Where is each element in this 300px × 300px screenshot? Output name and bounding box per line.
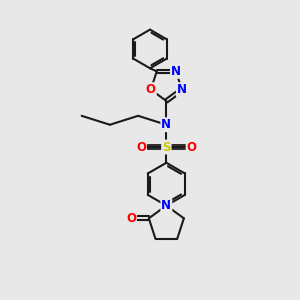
Text: S: S bbox=[162, 140, 171, 154]
Text: N: N bbox=[161, 118, 171, 131]
Text: N: N bbox=[161, 199, 171, 212]
Text: N: N bbox=[177, 83, 187, 96]
Text: O: O bbox=[126, 212, 136, 225]
Text: O: O bbox=[146, 83, 156, 96]
Text: N: N bbox=[171, 65, 181, 78]
Text: O: O bbox=[187, 140, 196, 154]
Text: O: O bbox=[136, 140, 146, 154]
